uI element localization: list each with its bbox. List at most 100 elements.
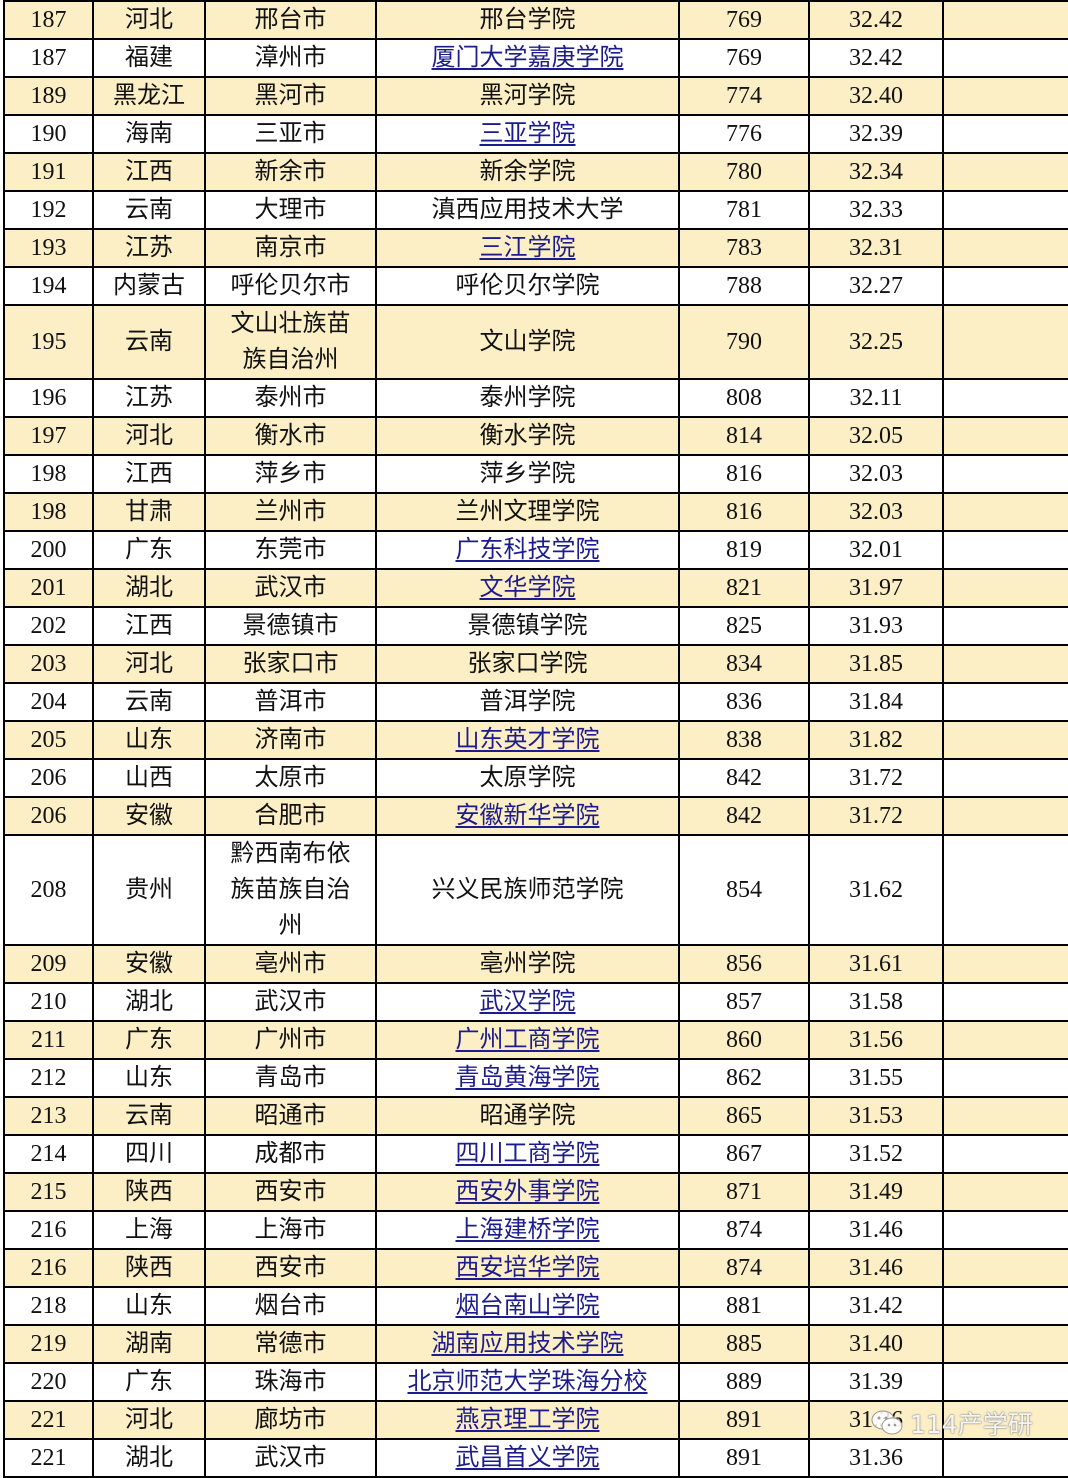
school-link[interactable]: 广东科技学院 — [455, 537, 600, 563]
school-link[interactable]: 北京师范大学珠海分校 — [407, 1369, 648, 1395]
count-cell: 842 — [678, 796, 810, 836]
count-cell: 889 — [678, 1362, 810, 1402]
table-row: 197 河北 衡水市 衡水学院 814 32.05 — [3, 416, 1068, 456]
province-cell: 江西 — [92, 454, 206, 494]
school-link[interactable]: 燕京理工学院 — [455, 1407, 600, 1433]
province-cell: 河北 — [92, 0, 206, 40]
table-row: 221 湖北 武汉市 武昌首义学院 891 31.36 — [3, 1438, 1068, 1478]
school-link[interactable]: 烟台南山学院 — [455, 1293, 600, 1319]
school-name-cell: 烟台南山学院 — [375, 1286, 680, 1326]
school-name-cell: 新余学院 — [375, 152, 680, 192]
rank-cell: 206 — [3, 758, 94, 798]
count-cell: 781 — [678, 190, 810, 230]
rank-cell: 192 — [3, 190, 94, 230]
empty-cell — [942, 682, 1068, 722]
count-cell: 808 — [678, 378, 810, 418]
province-cell: 云南 — [92, 190, 206, 230]
rank-cell: 204 — [3, 682, 94, 722]
rank-cell: 196 — [3, 378, 94, 418]
score-cell: 31.53 — [808, 1096, 944, 1136]
count-cell: 788 — [678, 266, 810, 306]
city-cell: 普洱市 — [204, 682, 377, 722]
table-row: 200 广东 东莞市 广东科技学院 819 32.01 — [3, 530, 1068, 570]
table-row: 196 江苏 泰州市 泰州学院 808 32.11 — [3, 378, 1068, 418]
province-cell: 河北 — [92, 1400, 206, 1440]
school-name-cell: 广东科技学院 — [375, 530, 680, 570]
rank-cell: 220 — [3, 1362, 94, 1402]
school-link[interactable]: 三江学院 — [479, 235, 576, 261]
score-cell: 32.11 — [808, 378, 944, 418]
rank-cell: 211 — [3, 1020, 94, 1060]
score-cell: 31.85 — [808, 644, 944, 684]
school-name-cell: 湖南应用技术学院 — [375, 1324, 680, 1364]
table-row: 198 甘肃 兰州市 兰州文理学院 816 32.03 — [3, 492, 1068, 532]
school-link[interactable]: 文华学院 — [479, 575, 576, 601]
school-link[interactable]: 三亚学院 — [479, 121, 576, 147]
school-link[interactable]: 武昌首义学院 — [455, 1445, 600, 1471]
city-cell: 合肥市 — [204, 796, 377, 836]
score-cell: 32.40 — [808, 76, 944, 116]
school-link[interactable]: 广州工商学院 — [455, 1027, 600, 1053]
count-cell: 774 — [678, 76, 810, 116]
city-cell: 漳州市 — [204, 38, 377, 78]
empty-cell — [942, 1400, 1068, 1440]
school-link[interactable]: 湖南应用技术学院 — [431, 1331, 624, 1357]
province-cell: 海南 — [92, 114, 206, 154]
city-cell: 昭通市 — [204, 1096, 377, 1136]
empty-cell — [942, 834, 1068, 946]
school-link[interactable]: 西安外事学院 — [455, 1179, 600, 1205]
empty-cell — [942, 1058, 1068, 1098]
empty-cell — [942, 1362, 1068, 1402]
school-link[interactable]: 西安培华学院 — [455, 1255, 600, 1281]
empty-cell — [942, 114, 1068, 154]
count-cell: 842 — [678, 758, 810, 798]
empty-cell — [942, 416, 1068, 456]
school-name-cell: 西安培华学院 — [375, 1248, 680, 1288]
school-link[interactable]: 安徽新华学院 — [455, 803, 600, 829]
rank-cell: 197 — [3, 416, 94, 456]
score-cell: 32.42 — [808, 38, 944, 78]
count-cell: 854 — [678, 834, 810, 946]
empty-cell — [942, 152, 1068, 192]
score-cell: 32.31 — [808, 228, 944, 268]
province-cell: 江苏 — [92, 378, 206, 418]
province-cell: 福建 — [92, 38, 206, 78]
school-link[interactable]: 上海建桥学院 — [455, 1217, 600, 1243]
empty-cell — [942, 982, 1068, 1022]
school-link[interactable]: 青岛黄海学院 — [455, 1065, 600, 1091]
count-cell: 836 — [678, 682, 810, 722]
rank-cell: 216 — [3, 1248, 94, 1288]
rank-cell: 214 — [3, 1134, 94, 1174]
province-cell: 湖北 — [92, 568, 206, 608]
school-link[interactable]: 山东英才学院 — [455, 727, 600, 753]
empty-cell — [942, 530, 1068, 570]
empty-cell — [942, 0, 1068, 40]
empty-cell — [942, 1438, 1068, 1478]
city-cell: 黔西南布依族苗族自治州 — [204, 834, 377, 946]
rank-cell: 206 — [3, 796, 94, 836]
school-link[interactable]: 武汉学院 — [479, 989, 576, 1015]
school-name-cell: 普洱学院 — [375, 682, 680, 722]
rank-cell: 195 — [3, 304, 94, 380]
empty-cell — [942, 1248, 1068, 1288]
school-name-cell: 衡水学院 — [375, 416, 680, 456]
city-cell: 广州市 — [204, 1020, 377, 1060]
count-cell: 819 — [678, 530, 810, 570]
count-cell: 857 — [678, 982, 810, 1022]
province-cell: 河北 — [92, 416, 206, 456]
rank-cell: 212 — [3, 1058, 94, 1098]
table-row: 213 云南 昭通市 昭通学院 865 31.53 — [3, 1096, 1068, 1136]
city-cell: 珠海市 — [204, 1362, 377, 1402]
table-row: 212 山东 青岛市 青岛黄海学院 862 31.55 — [3, 1058, 1068, 1098]
school-link[interactable]: 厦门大学嘉庚学院 — [431, 45, 624, 71]
city-cell: 萍乡市 — [204, 454, 377, 494]
table-row: 206 安徽 合肥市 安徽新华学院 842 31.72 — [3, 796, 1068, 836]
school-link[interactable]: 四川工商学院 — [455, 1141, 600, 1167]
score-cell: 31.55 — [808, 1058, 944, 1098]
score-cell: 31.36 — [808, 1438, 944, 1478]
province-cell: 四川 — [92, 1134, 206, 1174]
school-name-cell: 邢台学院 — [375, 0, 680, 40]
count-cell: 871 — [678, 1172, 810, 1212]
city-cell: 三亚市 — [204, 114, 377, 154]
count-cell: 783 — [678, 228, 810, 268]
